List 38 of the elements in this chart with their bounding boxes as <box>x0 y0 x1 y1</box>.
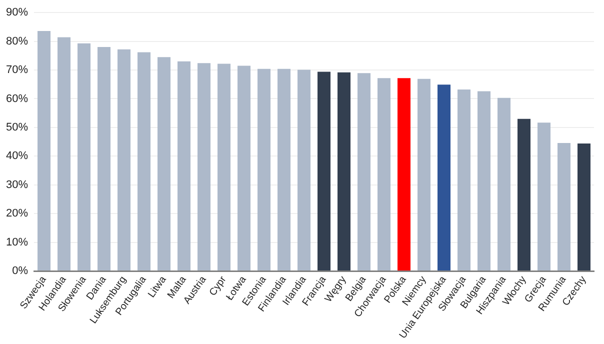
bar <box>378 78 391 271</box>
y-tick-label: 10% <box>6 236 28 248</box>
y-tick-label: 40% <box>6 150 28 162</box>
bar <box>238 66 251 271</box>
bar <box>38 30 51 271</box>
y-tick-label: 80% <box>6 35 28 48</box>
bar <box>558 142 570 271</box>
bar <box>298 70 311 271</box>
y-tick-label: 30% <box>6 178 28 191</box>
bar <box>58 37 71 271</box>
bar <box>578 144 590 271</box>
bar <box>198 63 211 271</box>
bar <box>178 61 191 271</box>
y-tick-label: 90% <box>6 6 28 19</box>
y-tick-label: 50% <box>6 121 28 134</box>
bar <box>158 57 171 271</box>
bar <box>118 49 131 271</box>
y-tick-label: 0% <box>12 265 28 278</box>
bar <box>438 84 451 271</box>
y-tick-label: 20% <box>6 208 28 220</box>
bar <box>338 72 351 271</box>
y-tick-label: 70% <box>6 64 28 76</box>
bar <box>258 68 271 271</box>
y-tick-label: 60% <box>6 92 28 105</box>
bar <box>458 90 471 271</box>
bar <box>278 68 291 271</box>
bar <box>78 43 91 271</box>
bar <box>498 98 511 271</box>
bar <box>418 78 431 271</box>
bar <box>398 78 411 271</box>
bar <box>318 72 331 271</box>
bar <box>478 91 491 271</box>
bar <box>218 64 231 271</box>
bar <box>518 118 530 271</box>
bar <box>98 47 111 271</box>
bar <box>538 122 550 271</box>
bar <box>138 52 151 271</box>
bar <box>358 73 371 271</box>
